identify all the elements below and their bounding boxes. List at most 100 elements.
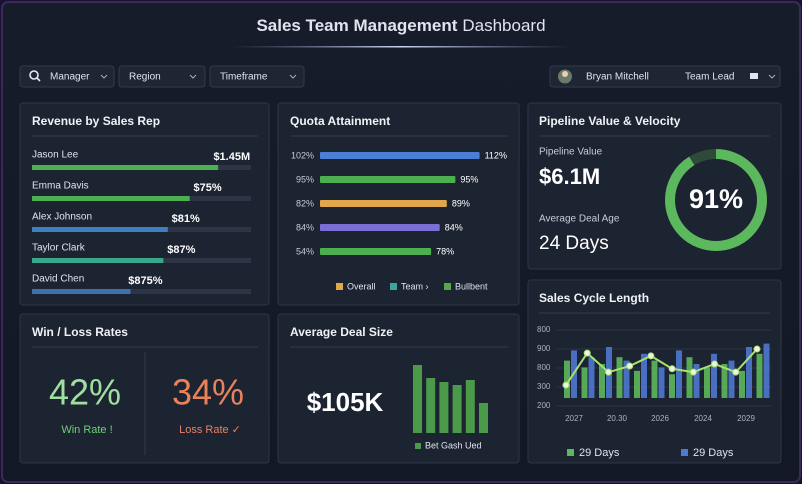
legend-swatch — [567, 449, 574, 456]
bar — [439, 382, 449, 433]
quota-target: 84% — [296, 222, 314, 232]
trend-point — [668, 365, 676, 373]
trend-point — [732, 368, 740, 376]
bar — [693, 364, 700, 398]
metric-value: 24 Days — [539, 233, 609, 254]
filter-manager[interactable]: Manager — [19, 65, 115, 88]
ring-label: 91% — [689, 184, 743, 214]
trend-point — [711, 360, 719, 368]
legend-swatch — [415, 443, 421, 449]
rep-name: Alex Johnson — [32, 212, 92, 223]
bar — [669, 374, 675, 398]
bar — [32, 258, 164, 263]
panel-title: Quota Attainment — [290, 114, 390, 128]
trend-point — [562, 381, 570, 389]
quota-value: 78% — [436, 246, 454, 256]
x-tick-label: 2026 — [651, 414, 669, 423]
legend-swatch — [444, 283, 451, 290]
trend-point — [689, 368, 697, 376]
bar — [711, 353, 717, 398]
x-tick-label: 2027 — [565, 414, 583, 423]
rep-name: Jason Lee — [32, 150, 79, 161]
trend-point — [753, 345, 761, 353]
header-title: Sales Team Management Dashboard — [256, 16, 545, 35]
bar — [651, 360, 658, 398]
header-rule — [230, 46, 572, 48]
rep-value: $87% — [167, 244, 195, 256]
quota-value: 84% — [445, 222, 463, 232]
trend-point — [604, 368, 612, 376]
filter-timeframe[interactable]: Timeframe — [209, 65, 305, 88]
bar — [320, 248, 432, 255]
bar — [623, 360, 630, 398]
y-tick-label: 300 — [537, 382, 551, 391]
filter-label: Region — [129, 72, 161, 83]
rep-value: $875% — [128, 275, 162, 287]
win-rate: 42% — [49, 372, 121, 413]
bar — [413, 365, 422, 433]
title-sub: Dashboard — [462, 16, 545, 35]
bar — [686, 357, 693, 398]
rep-name: Emma Davis — [32, 181, 89, 192]
filter-label: Manager — [50, 72, 90, 83]
win-label: Win Rate ! — [61, 424, 112, 436]
bar — [320, 200, 447, 207]
bar — [426, 378, 436, 433]
bar — [320, 152, 480, 159]
panel-title: Sales Cycle Length — [539, 291, 649, 305]
bar — [641, 353, 647, 398]
dividers — [32, 135, 770, 455]
bar — [704, 367, 710, 398]
legend-label: 29 Days — [579, 447, 620, 459]
panel-title: Pipeline Value & Velocity — [539, 114, 681, 128]
trend-point — [647, 352, 655, 360]
bar — [728, 360, 735, 398]
quota-value: 89% — [452, 198, 470, 208]
bar — [616, 357, 623, 398]
bar — [739, 370, 745, 398]
bar — [676, 350, 682, 398]
y-tick-label: 800 — [537, 325, 551, 334]
panel-revenue — [19, 102, 270, 306]
bar — [581, 367, 588, 398]
rep-value: $1.45M — [213, 151, 250, 163]
x-tick-label: 2029 — [737, 414, 755, 423]
ring-arc — [665, 149, 767, 251]
rep-name: David Chen — [32, 274, 84, 285]
filter-region[interactable]: Region — [118, 65, 206, 88]
quota-target: 54% — [296, 246, 314, 256]
bar — [479, 403, 488, 433]
metric-label: Pipeline Value — [539, 147, 603, 158]
bar — [32, 196, 190, 201]
bar — [634, 370, 640, 398]
legend-label: Bullbent — [455, 281, 488, 291]
title-main: Sales Team Management — [256, 16, 457, 35]
bar — [756, 353, 763, 398]
bar — [588, 357, 595, 398]
bar — [32, 227, 168, 232]
trend-line — [565, 348, 758, 386]
bar — [465, 380, 475, 433]
rep-value: $75% — [194, 182, 222, 194]
metric-label: Average Deal Age — [539, 214, 620, 225]
trend-point — [583, 349, 591, 357]
panel-title: Revenue by Sales Rep — [32, 114, 160, 128]
bar — [320, 224, 440, 231]
legend-swatch — [681, 449, 688, 456]
quota-target: 95% — [296, 174, 314, 184]
quota-target: 102% — [291, 150, 314, 160]
user-menu[interactable]: Bryan Mitchell Team Lead — [549, 65, 781, 88]
quota-target: 82% — [296, 198, 314, 208]
rep-name: Taylor Clark — [32, 243, 86, 254]
loss-rate: 34% — [172, 372, 244, 413]
legend-label: Overall — [347, 281, 376, 291]
bar — [32, 165, 219, 170]
metric-value: $6.1M — [539, 164, 600, 189]
quota-value: 112% — [485, 150, 507, 160]
bar — [721, 364, 728, 398]
legend-swatch — [336, 283, 343, 290]
rep-value: $81% — [172, 213, 200, 225]
bar — [452, 385, 462, 433]
